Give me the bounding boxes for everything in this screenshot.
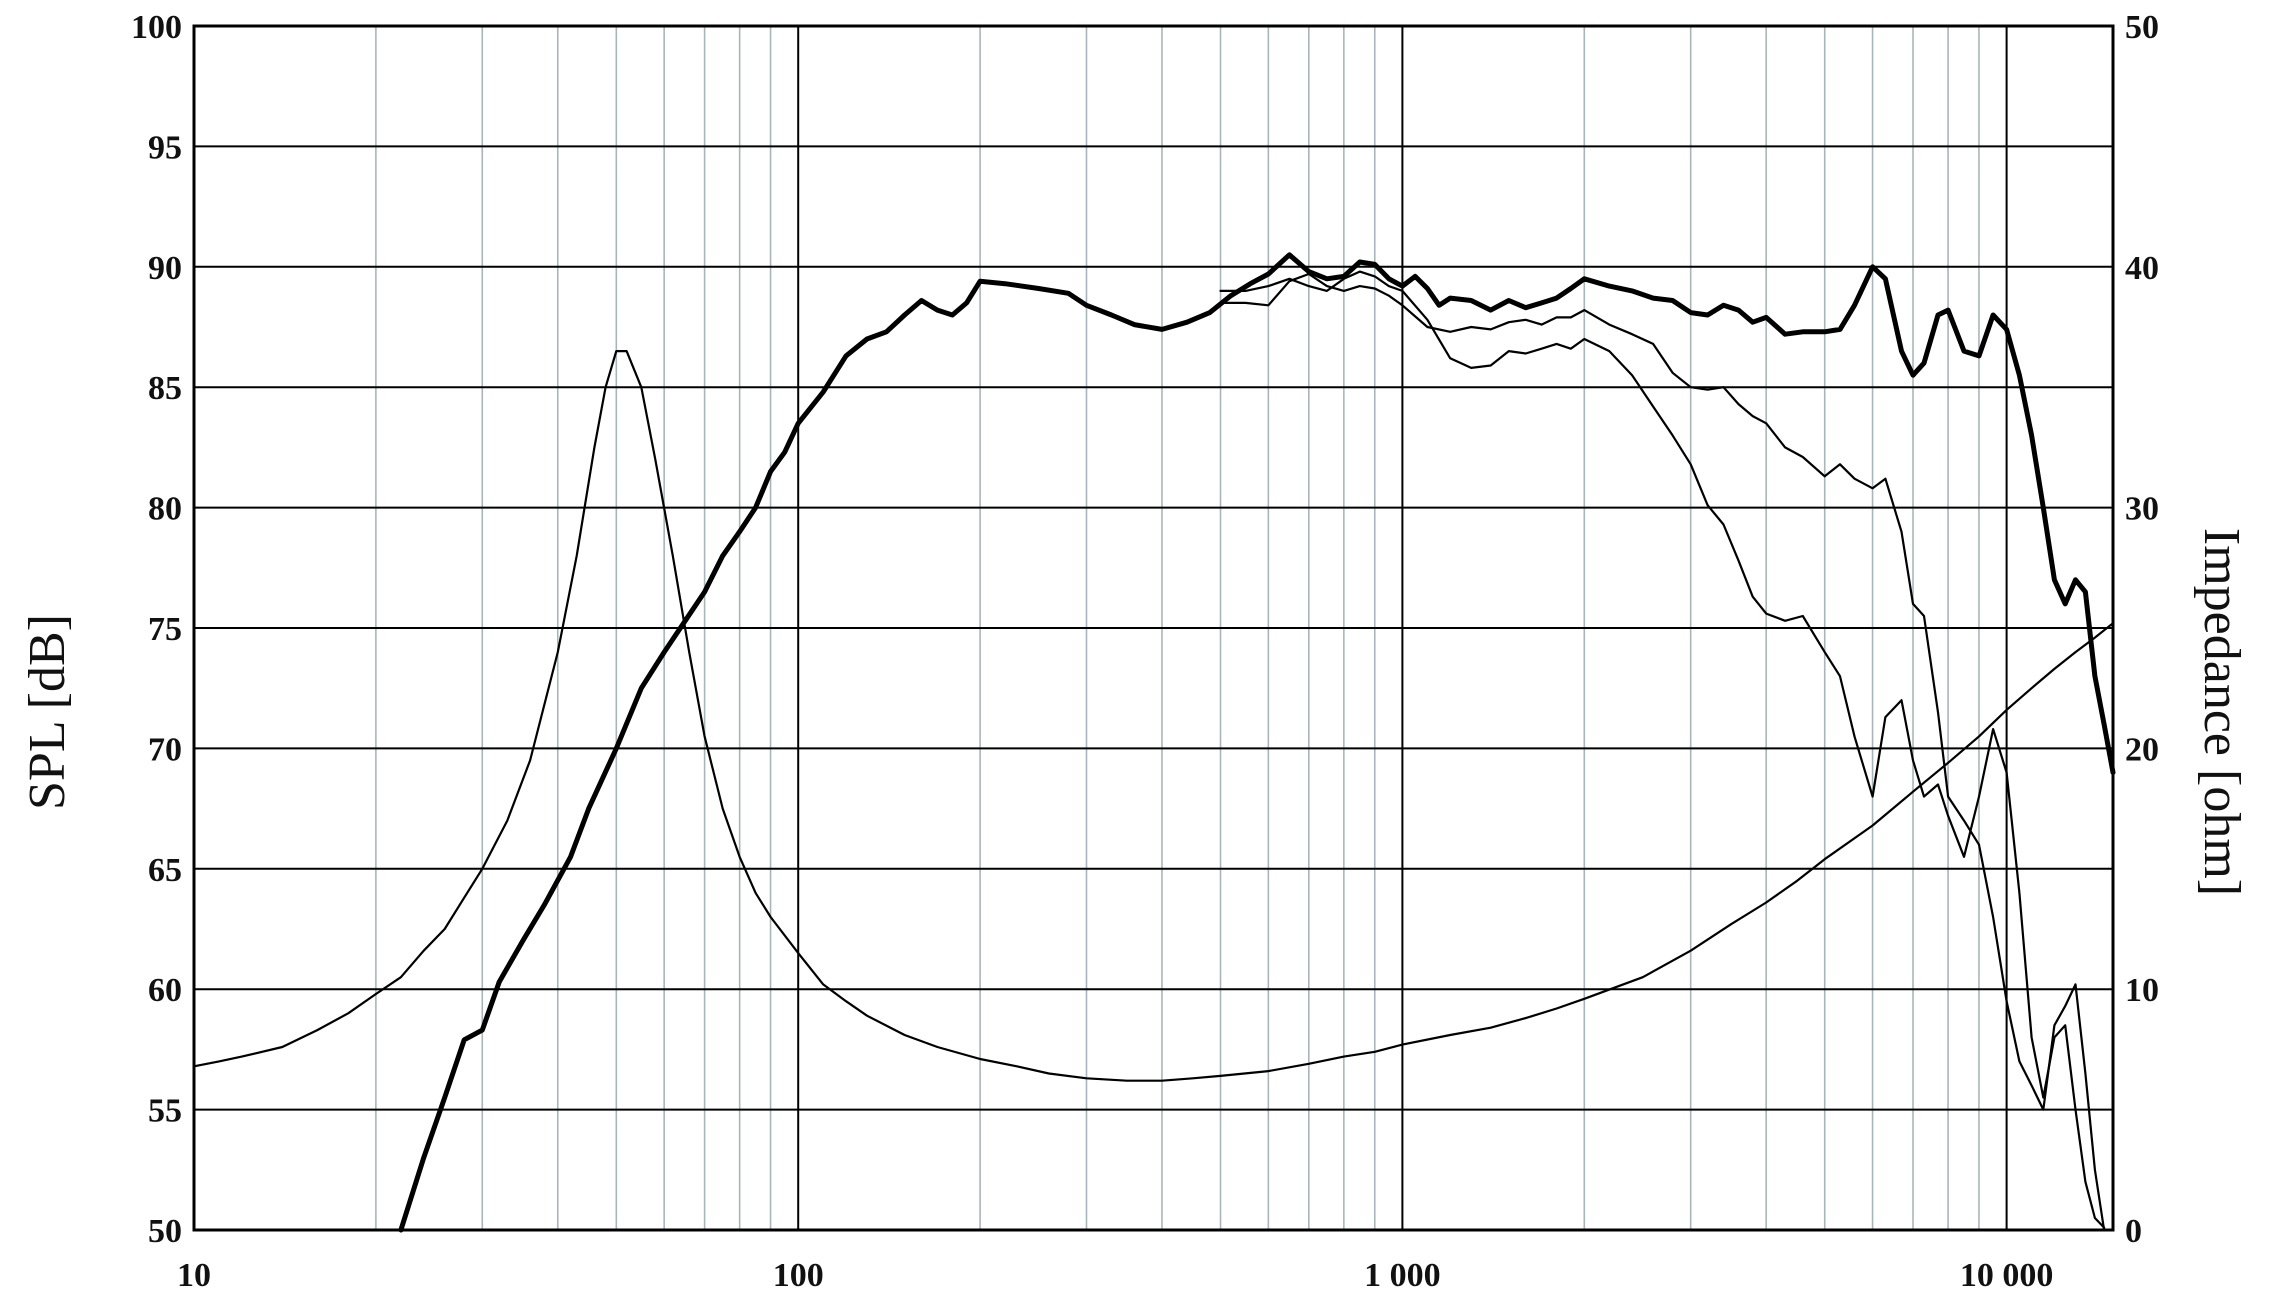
y-right-tick-label: 10 bbox=[2125, 972, 2159, 1009]
impedance-curve bbox=[192, 350, 2115, 1082]
y-left-tick-label: 85 bbox=[148, 370, 182, 407]
y-left-tick-label: 50 bbox=[148, 1213, 182, 1250]
series-lines bbox=[192, 252, 2116, 1233]
y-left-tick-label: 90 bbox=[148, 250, 182, 287]
x-tick-label: 10 000 bbox=[1960, 1257, 2054, 1294]
y-axis-right-title: Impedance [ohm] bbox=[2193, 528, 2250, 896]
y-left-tick-label: 60 bbox=[148, 972, 182, 1009]
y-right-tick-labels: 0 10 20 30 40 50 bbox=[2125, 9, 2159, 1250]
y-left-tick-label: 95 bbox=[148, 129, 182, 166]
y-left-tick-label: 75 bbox=[148, 611, 182, 648]
y-right-tick-label: 30 bbox=[2125, 491, 2159, 528]
x-tick-label: 1 000 bbox=[1364, 1257, 1441, 1294]
y-right-tick-label: 40 bbox=[2125, 250, 2159, 287]
y-left-tick-label: 70 bbox=[148, 731, 182, 768]
spl-curve-off-axis-2 bbox=[1219, 270, 2106, 1229]
y-left-tick-labels: 50 55 60 65 70 75 80 85 90 95 100 bbox=[131, 9, 182, 1250]
y-axis-left-title: SPL [dB] bbox=[19, 614, 76, 810]
spl-curve-off-axis-1 bbox=[1219, 272, 2106, 1232]
y-left-tick-label: 65 bbox=[148, 852, 182, 889]
spl-curve-on-axis bbox=[398, 252, 2116, 1233]
y-right-tick-label: 20 bbox=[2125, 731, 2159, 768]
y-left-tick-label: 55 bbox=[148, 1093, 182, 1130]
x-tick-label: 100 bbox=[773, 1257, 824, 1294]
y-right-tick-label: 0 bbox=[2125, 1213, 2142, 1250]
x-tick-label: 10 bbox=[177, 1257, 211, 1294]
y-left-tick-label: 80 bbox=[148, 491, 182, 528]
x-tick-labels: 10 100 1 000 10 000 bbox=[177, 1257, 2053, 1294]
y-left-tick-label: 100 bbox=[131, 9, 182, 46]
y-right-tick-label: 50 bbox=[2125, 9, 2159, 46]
plot-frame bbox=[192, 24, 2115, 1232]
